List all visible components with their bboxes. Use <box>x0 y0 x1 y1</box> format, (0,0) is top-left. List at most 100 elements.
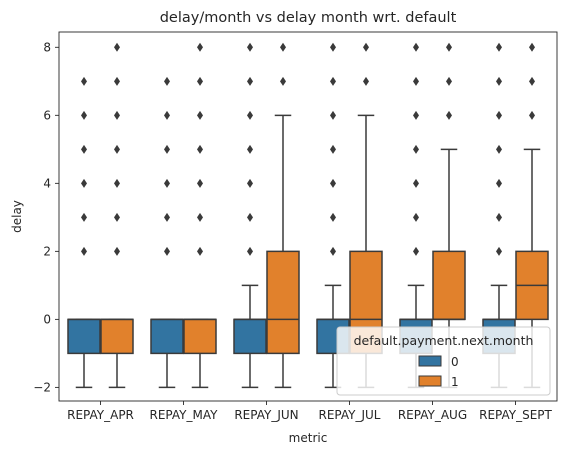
flier-point <box>529 110 535 120</box>
box-repay_apr-1 <box>100 42 134 389</box>
flier-point <box>81 144 87 154</box>
flier-point <box>330 212 336 222</box>
legend-swatch-1 <box>418 375 442 387</box>
flier-point <box>114 246 120 256</box>
flier-point <box>413 42 419 52</box>
x-axis-label: metric <box>289 431 328 445</box>
y-tick-label-5: 8 <box>43 40 51 54</box>
flier-point <box>81 76 87 86</box>
x-tick-label-5: REPAY_SEPT <box>479 408 552 422</box>
flier-point <box>330 246 336 256</box>
flier-point <box>330 110 336 120</box>
flier-point <box>496 178 502 188</box>
flier-point <box>496 76 502 86</box>
legend-swatch-0 <box>418 355 442 367</box>
flier-point <box>114 212 120 222</box>
flier-point <box>164 178 170 188</box>
y-tick-label-3: 4 <box>43 176 51 190</box>
legend: default.payment.next.month 0 1 <box>336 326 551 396</box>
box-repay_jun-1 <box>266 42 300 389</box>
flier-point <box>114 144 120 154</box>
flier-point <box>247 212 253 222</box>
flier-point <box>197 42 203 52</box>
box-repay_may-0 <box>150 76 184 389</box>
flier-point <box>114 110 120 120</box>
y-axis-label: delay <box>10 200 24 233</box>
box-groups <box>67 42 549 389</box>
x-tick-label-3: REPAY_JUL <box>318 408 380 422</box>
flier-point <box>446 110 452 120</box>
flier-point <box>114 42 120 52</box>
flier-point <box>446 76 452 86</box>
x-tick-label-0: REPAY_APR <box>67 408 134 422</box>
flier-point <box>363 76 369 86</box>
flier-point <box>164 76 170 86</box>
flier-point <box>496 144 502 154</box>
flier-point <box>413 178 419 188</box>
plot-frame <box>58 31 558 402</box>
legend-label-0: 0 <box>451 355 459 369</box>
flier-point <box>81 246 87 256</box>
flier-point <box>247 42 253 52</box>
flier-point <box>164 144 170 154</box>
box-body <box>266 250 300 355</box>
flier-point <box>496 110 502 120</box>
box-body <box>67 318 101 355</box>
y-tick-label-0: −2 <box>33 380 51 394</box>
flier-point <box>330 178 336 188</box>
flier-point <box>446 42 452 52</box>
box-body <box>150 318 184 355</box>
flier-point <box>280 76 286 86</box>
box-repay_aug-1 <box>432 42 466 389</box>
box-repay_may-1 <box>183 42 217 389</box>
chart-title: delay/month vs delay month wrt. default <box>160 10 457 26</box>
flier-point <box>114 76 120 86</box>
flier-point <box>197 76 203 86</box>
flier-point <box>247 110 253 120</box>
flier-point <box>496 42 502 52</box>
box-body <box>233 318 267 355</box>
legend-label-1: 1 <box>451 375 459 389</box>
flier-point <box>413 76 419 86</box>
flier-point <box>363 42 369 52</box>
box-repay_apr-0 <box>67 76 101 389</box>
flier-point <box>164 110 170 120</box>
y-tick-label-4: 6 <box>43 108 51 122</box>
flier-point <box>197 212 203 222</box>
flier-point <box>247 76 253 86</box>
flier-point <box>247 144 253 154</box>
box-body <box>432 250 466 321</box>
flier-point <box>164 246 170 256</box>
flier-point <box>330 42 336 52</box>
flier-point <box>81 212 87 222</box>
flier-point <box>413 212 419 222</box>
flier-point <box>330 76 336 86</box>
flier-point <box>81 110 87 120</box>
flier-point <box>247 178 253 188</box>
legend-title: default.payment.next.month <box>354 333 534 348</box>
y-tick-label-1: 0 <box>43 312 51 326</box>
x-tick-label-1: REPAY_MAY <box>150 408 219 422</box>
flier-point <box>413 110 419 120</box>
legend-box <box>336 326 551 396</box>
flier-point <box>164 212 170 222</box>
flier-point <box>197 178 203 188</box>
flier-point <box>280 42 286 52</box>
flier-point <box>413 246 419 256</box>
x-tick-label-4: REPAY_AUG <box>398 408 467 422</box>
flier-point <box>81 178 87 188</box>
flier-point <box>529 76 535 86</box>
flier-point <box>114 178 120 188</box>
flier-point <box>197 110 203 120</box>
box-repay_jun-0 <box>233 42 267 389</box>
flier-point <box>529 42 535 52</box>
y-tick-label-2: 2 <box>43 244 51 258</box>
flier-point <box>197 144 203 154</box>
box-body <box>183 318 217 355</box>
flier-point <box>197 246 203 256</box>
flier-point <box>496 246 502 256</box>
flier-point <box>496 212 502 222</box>
flier-point <box>413 144 419 154</box>
x-tick-label-2: REPAY_JUN <box>234 408 298 422</box>
